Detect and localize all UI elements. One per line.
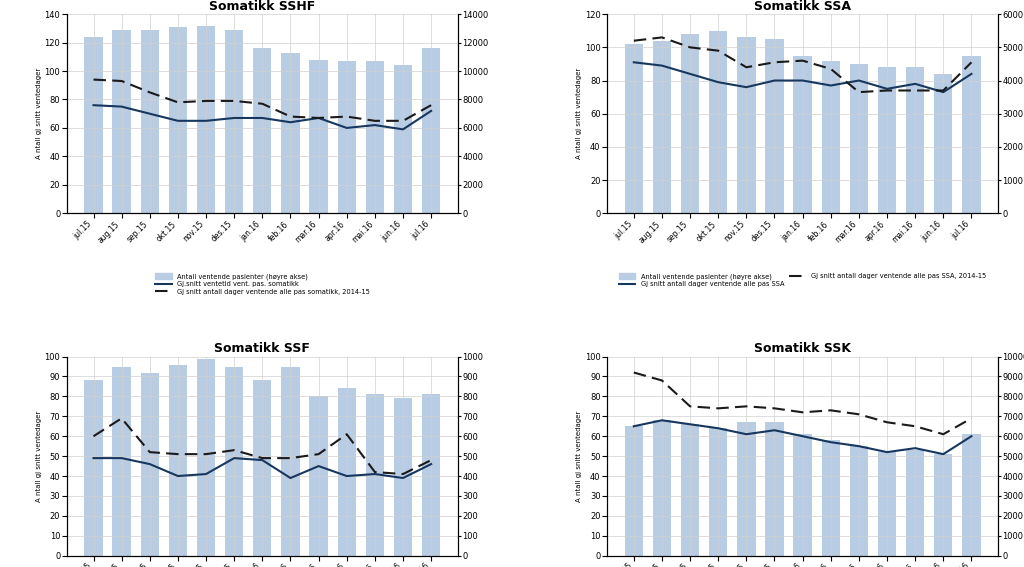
Y-axis label: A ntall gj snitt ventedager: A ntall gj snitt ventedager <box>577 68 582 159</box>
Bar <box>821 61 840 213</box>
Bar <box>282 53 300 213</box>
Bar <box>765 39 783 213</box>
Title: Somatikk SSHF: Somatikk SSHF <box>209 0 315 13</box>
Bar <box>934 454 952 556</box>
Bar <box>253 48 271 213</box>
Bar <box>821 440 840 556</box>
Bar <box>850 64 868 213</box>
Bar <box>140 30 159 213</box>
Title: Somatikk SSA: Somatikk SSA <box>754 0 851 13</box>
Bar <box>169 365 187 556</box>
Bar <box>794 434 812 556</box>
Bar <box>850 446 868 556</box>
Bar <box>84 37 102 213</box>
Y-axis label: A ntall gj snitt ventedager: A ntall gj snitt ventedager <box>36 411 42 502</box>
Bar <box>653 41 671 213</box>
Bar <box>309 60 328 213</box>
Legend: Antall ventende pasienter (høyre akse), Gj snitt antall dager ventende alle pas : Antall ventende pasienter (høyre akse), … <box>617 272 987 288</box>
Bar <box>169 27 187 213</box>
Bar <box>681 424 699 556</box>
Bar <box>963 434 981 556</box>
Bar <box>366 395 384 556</box>
Title: Somatikk SSF: Somatikk SSF <box>214 342 310 356</box>
Bar <box>84 380 102 556</box>
Bar <box>197 26 215 213</box>
Bar <box>197 358 215 556</box>
Bar <box>681 34 699 213</box>
Bar <box>140 373 159 556</box>
Bar <box>878 67 896 213</box>
Bar <box>113 366 131 556</box>
Bar <box>709 428 727 556</box>
Bar <box>394 399 412 556</box>
Bar <box>709 31 727 213</box>
Bar <box>282 366 300 556</box>
Bar <box>625 44 643 213</box>
Y-axis label: A ntall gj snitt ventedager: A ntall gj snitt ventedager <box>36 68 42 159</box>
Bar <box>225 30 244 213</box>
Bar <box>737 37 756 213</box>
Bar <box>625 426 643 556</box>
Bar <box>253 380 271 556</box>
Bar <box>906 67 925 213</box>
Bar <box>422 395 440 556</box>
Bar <box>934 74 952 213</box>
Bar <box>394 65 412 213</box>
Bar <box>422 48 440 213</box>
Bar <box>309 396 328 556</box>
Bar <box>906 450 925 556</box>
Bar <box>878 452 896 556</box>
Bar <box>366 61 384 213</box>
Bar <box>113 30 131 213</box>
Title: Somatikk SSK: Somatikk SSK <box>754 342 851 356</box>
Bar <box>737 422 756 556</box>
Bar <box>225 366 244 556</box>
Bar <box>338 388 356 556</box>
Y-axis label: A ntall gj snitt ventedager: A ntall gj snitt ventedager <box>577 411 582 502</box>
Bar <box>765 422 783 556</box>
Bar <box>963 56 981 213</box>
Legend: Antall ventende pasienter (høyre akse), Gj.snitt ventetid vent. pas. somatikk, G: Antall ventende pasienter (høyre akse), … <box>155 272 371 296</box>
Bar <box>653 420 671 556</box>
Bar <box>338 61 356 213</box>
Bar <box>794 56 812 213</box>
